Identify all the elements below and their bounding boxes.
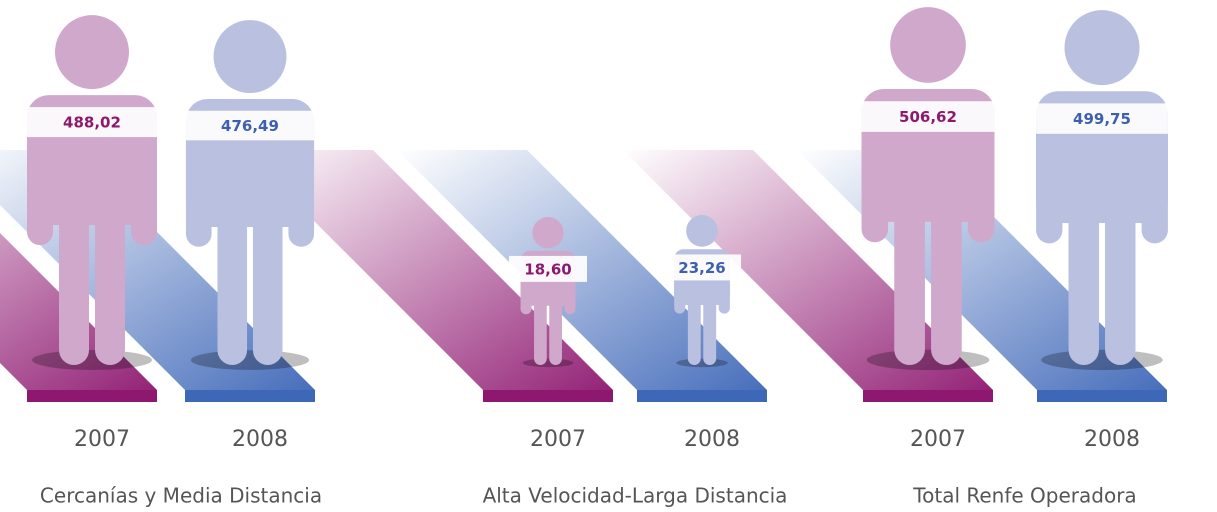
ramp-edge xyxy=(637,390,767,402)
leg xyxy=(534,293,547,365)
year-label: 2008 xyxy=(232,427,288,452)
head xyxy=(890,7,966,83)
year-label: 2008 xyxy=(1084,427,1140,452)
arm xyxy=(27,115,54,246)
leg xyxy=(687,292,701,365)
leg xyxy=(703,292,717,365)
value-band xyxy=(185,110,315,141)
leg xyxy=(252,197,283,366)
value-label: 499,75 xyxy=(1073,110,1131,128)
value-label: 18,60 xyxy=(524,260,571,278)
leg xyxy=(59,195,90,365)
leg xyxy=(1068,192,1099,365)
head xyxy=(1064,10,1140,86)
head xyxy=(213,20,287,94)
arm xyxy=(130,115,157,246)
year-label: 2008 xyxy=(684,427,740,452)
group-label: Cercanías y Media Distancia xyxy=(40,484,322,508)
ramp-edge xyxy=(483,390,613,402)
arm xyxy=(288,118,315,247)
arm xyxy=(1141,111,1168,244)
head xyxy=(55,15,129,90)
leg xyxy=(894,191,925,365)
arm xyxy=(967,109,995,243)
value-label: 476,49 xyxy=(221,117,279,135)
leg xyxy=(931,191,962,365)
year-label: 2007 xyxy=(74,427,130,452)
leg xyxy=(217,197,248,366)
group-label: Total Renfe Operadora xyxy=(912,484,1136,508)
shadow xyxy=(1041,349,1163,371)
value-band xyxy=(861,101,995,132)
head xyxy=(532,217,564,249)
leg xyxy=(549,293,562,365)
ramp xyxy=(243,150,613,390)
value-band xyxy=(27,107,157,138)
head xyxy=(686,214,718,247)
leg xyxy=(94,195,125,365)
shadow xyxy=(190,350,310,370)
ramp-edge xyxy=(863,390,993,402)
group-label: Alta Velocidad-Larga Distancia xyxy=(483,484,788,508)
value-label: 23,26 xyxy=(678,259,725,277)
shadow xyxy=(866,349,990,371)
year-label: 2007 xyxy=(530,427,586,452)
value-band xyxy=(1036,103,1168,134)
arm xyxy=(861,109,889,243)
value-band xyxy=(509,255,587,282)
ramp-edge xyxy=(185,390,315,402)
value-label: 488,02 xyxy=(63,114,121,132)
leg xyxy=(1105,192,1136,365)
arm xyxy=(1036,111,1063,244)
value-label: 506,62 xyxy=(899,108,957,126)
shadow xyxy=(676,358,728,368)
ramp-edge xyxy=(1037,390,1167,402)
shadow xyxy=(32,350,152,370)
shadow xyxy=(522,358,574,368)
ramp-edge xyxy=(27,390,157,402)
arm xyxy=(185,118,212,247)
year-label: 2007 xyxy=(910,427,966,452)
value-band xyxy=(663,254,741,281)
